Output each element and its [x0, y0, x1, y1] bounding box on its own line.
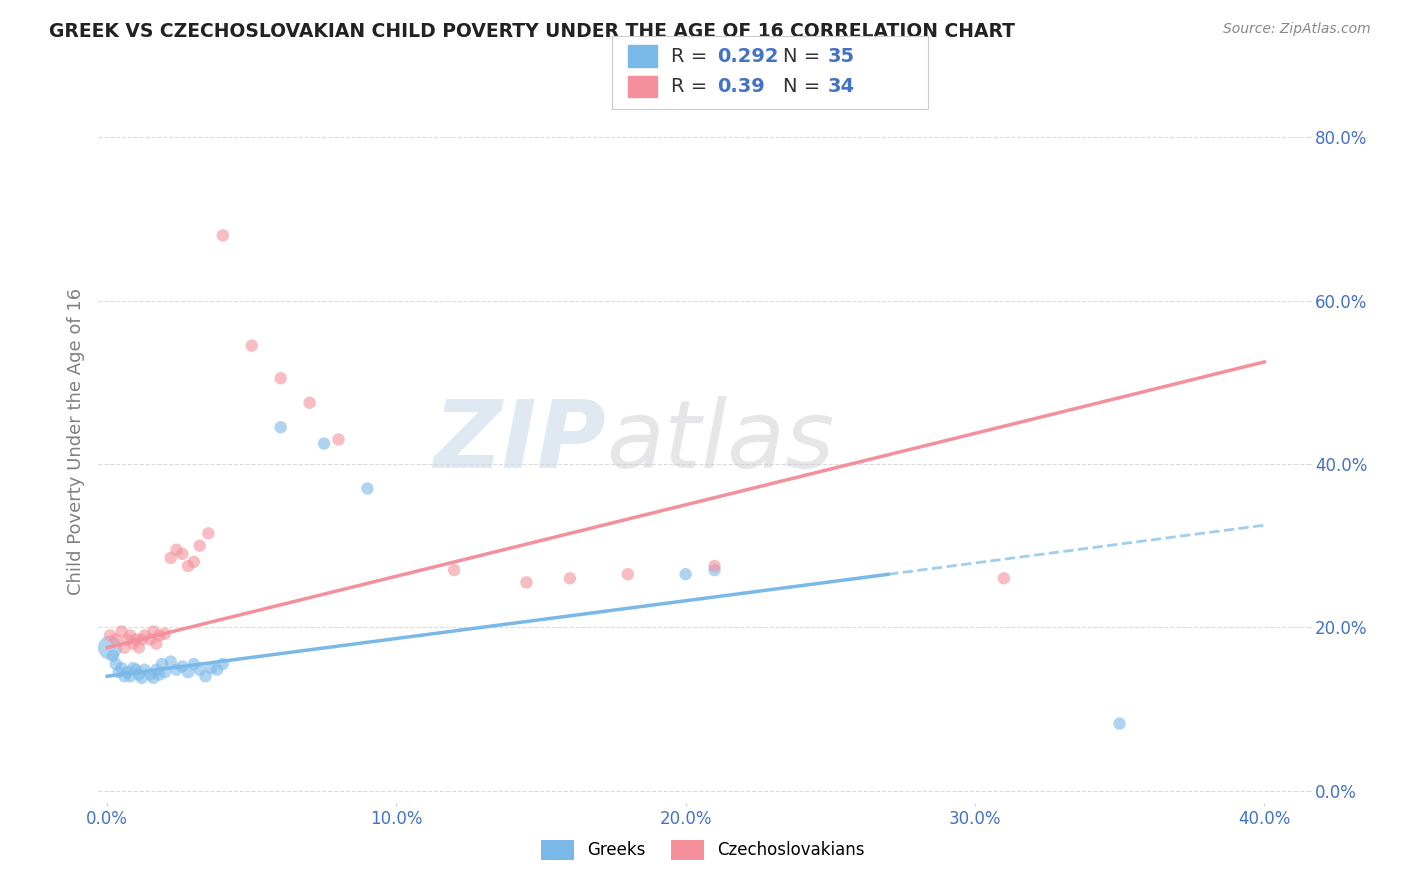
Point — [270, 371, 292, 385]
Text: N =: N = — [783, 46, 827, 66]
Point — [125, 663, 148, 677]
Point — [139, 632, 162, 647]
Point — [134, 628, 156, 642]
Point — [145, 637, 167, 651]
Point — [131, 632, 153, 647]
Point — [117, 632, 139, 647]
Point — [211, 228, 233, 243]
Point — [120, 669, 142, 683]
Point — [110, 661, 132, 675]
Point — [104, 657, 127, 671]
Point — [188, 663, 211, 677]
Point — [128, 640, 150, 655]
Point — [107, 665, 129, 680]
Point — [153, 627, 176, 641]
Text: atlas: atlas — [606, 396, 835, 487]
Point — [98, 628, 121, 642]
Legend: Greeks, Czechoslovakians: Greeks, Czechoslovakians — [534, 833, 872, 867]
Point — [159, 655, 181, 669]
Point — [177, 559, 200, 574]
Point — [183, 657, 205, 671]
Text: 35: 35 — [828, 46, 855, 66]
Point — [134, 663, 156, 677]
Point — [104, 632, 127, 647]
Point — [142, 624, 165, 639]
Point — [172, 547, 194, 561]
Point — [703, 559, 725, 574]
Point — [148, 628, 170, 642]
Point — [166, 663, 188, 677]
Point — [153, 665, 176, 680]
Point — [101, 648, 124, 663]
Point — [270, 420, 292, 434]
Point — [159, 550, 181, 565]
Point — [205, 663, 228, 677]
Point — [114, 640, 136, 655]
Point — [114, 669, 136, 683]
Point — [558, 571, 581, 585]
Text: N =: N = — [783, 77, 827, 96]
Point — [131, 671, 153, 685]
Point — [122, 637, 145, 651]
Point — [328, 433, 350, 447]
Text: GREEK VS CZECHOSLOVAKIAN CHILD POVERTY UNDER THE AGE OF 16 CORRELATION CHART: GREEK VS CZECHOSLOVAKIAN CHILD POVERTY U… — [49, 22, 1015, 41]
Text: Source: ZipAtlas.com: Source: ZipAtlas.com — [1223, 22, 1371, 37]
Point — [150, 657, 173, 671]
Point — [117, 665, 139, 680]
Point — [139, 667, 162, 681]
Point — [197, 526, 219, 541]
Point — [617, 567, 640, 582]
Point — [142, 671, 165, 685]
Point — [312, 436, 335, 450]
Text: 34: 34 — [828, 77, 855, 96]
Point — [110, 624, 132, 639]
Point — [211, 657, 233, 671]
Point — [172, 659, 194, 673]
Point — [148, 667, 170, 681]
Point — [1108, 716, 1130, 731]
Text: R =: R = — [671, 46, 713, 66]
Point — [128, 667, 150, 681]
Text: 0.292: 0.292 — [717, 46, 779, 66]
Y-axis label: Child Poverty Under the Age of 16: Child Poverty Under the Age of 16 — [66, 288, 84, 595]
Text: 0.39: 0.39 — [717, 77, 765, 96]
Point — [515, 575, 537, 590]
Point — [200, 661, 222, 675]
Point — [703, 563, 725, 577]
Point — [122, 661, 145, 675]
Point — [443, 563, 465, 577]
Text: R =: R = — [671, 77, 713, 96]
Point — [125, 632, 148, 647]
Point — [98, 640, 121, 655]
Point — [120, 628, 142, 642]
Point — [298, 396, 321, 410]
Point — [194, 669, 217, 683]
Point — [177, 665, 200, 680]
Point — [166, 542, 188, 557]
Text: ZIP: ZIP — [433, 395, 606, 488]
Point — [183, 555, 205, 569]
Point — [188, 539, 211, 553]
Point — [356, 482, 378, 496]
Point — [145, 663, 167, 677]
Point — [240, 338, 263, 352]
Point — [675, 567, 697, 582]
Point — [993, 571, 1015, 585]
